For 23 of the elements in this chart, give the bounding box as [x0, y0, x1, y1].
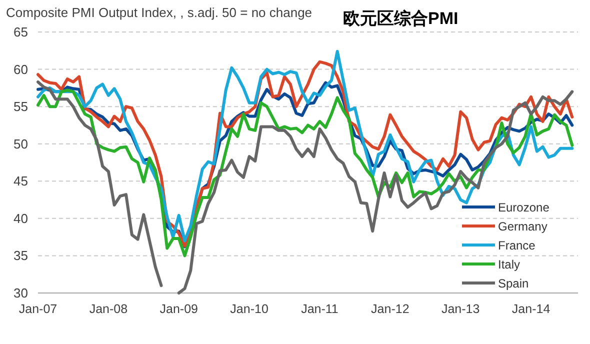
x-tick-label: Jan-11 — [301, 302, 338, 316]
x-tick-label: Jan-07 — [18, 302, 58, 316]
y-tick-label: 30 — [14, 286, 28, 300]
chart-subtitle: Composite PMI Output Index, , s.adj. 50 = no change — [6, 5, 312, 20]
legend-label: France — [498, 238, 536, 252]
y-tick-label: 35 — [14, 248, 28, 264]
x-tick-label: Jan-12 — [371, 302, 410, 316]
chart-title: 欧元区综合PMI — [343, 9, 458, 28]
y-tick-label: 55 — [14, 99, 28, 114]
y-tick-label: 60 — [14, 62, 28, 77]
legend-label: Italy — [498, 258, 520, 272]
x-tick-label: Jan-09 — [160, 302, 198, 316]
x-tick-label: Jan-13 — [441, 302, 480, 316]
y-tick-label: 50 — [14, 136, 28, 152]
legend-label: Eurozone — [498, 200, 550, 214]
x-tick-label: Jan-10 — [230, 302, 268, 316]
y-tick-label: 65 — [14, 24, 28, 40]
legend-label: Spain — [498, 276, 529, 290]
legend-label: Germany — [498, 220, 548, 234]
x-tick-label: Jan-08 — [89, 302, 128, 316]
y-tick-label: 45 — [14, 174, 28, 189]
x-tick-label: Jan-14 — [512, 302, 550, 316]
y-tick-label: 40 — [14, 210, 28, 226]
